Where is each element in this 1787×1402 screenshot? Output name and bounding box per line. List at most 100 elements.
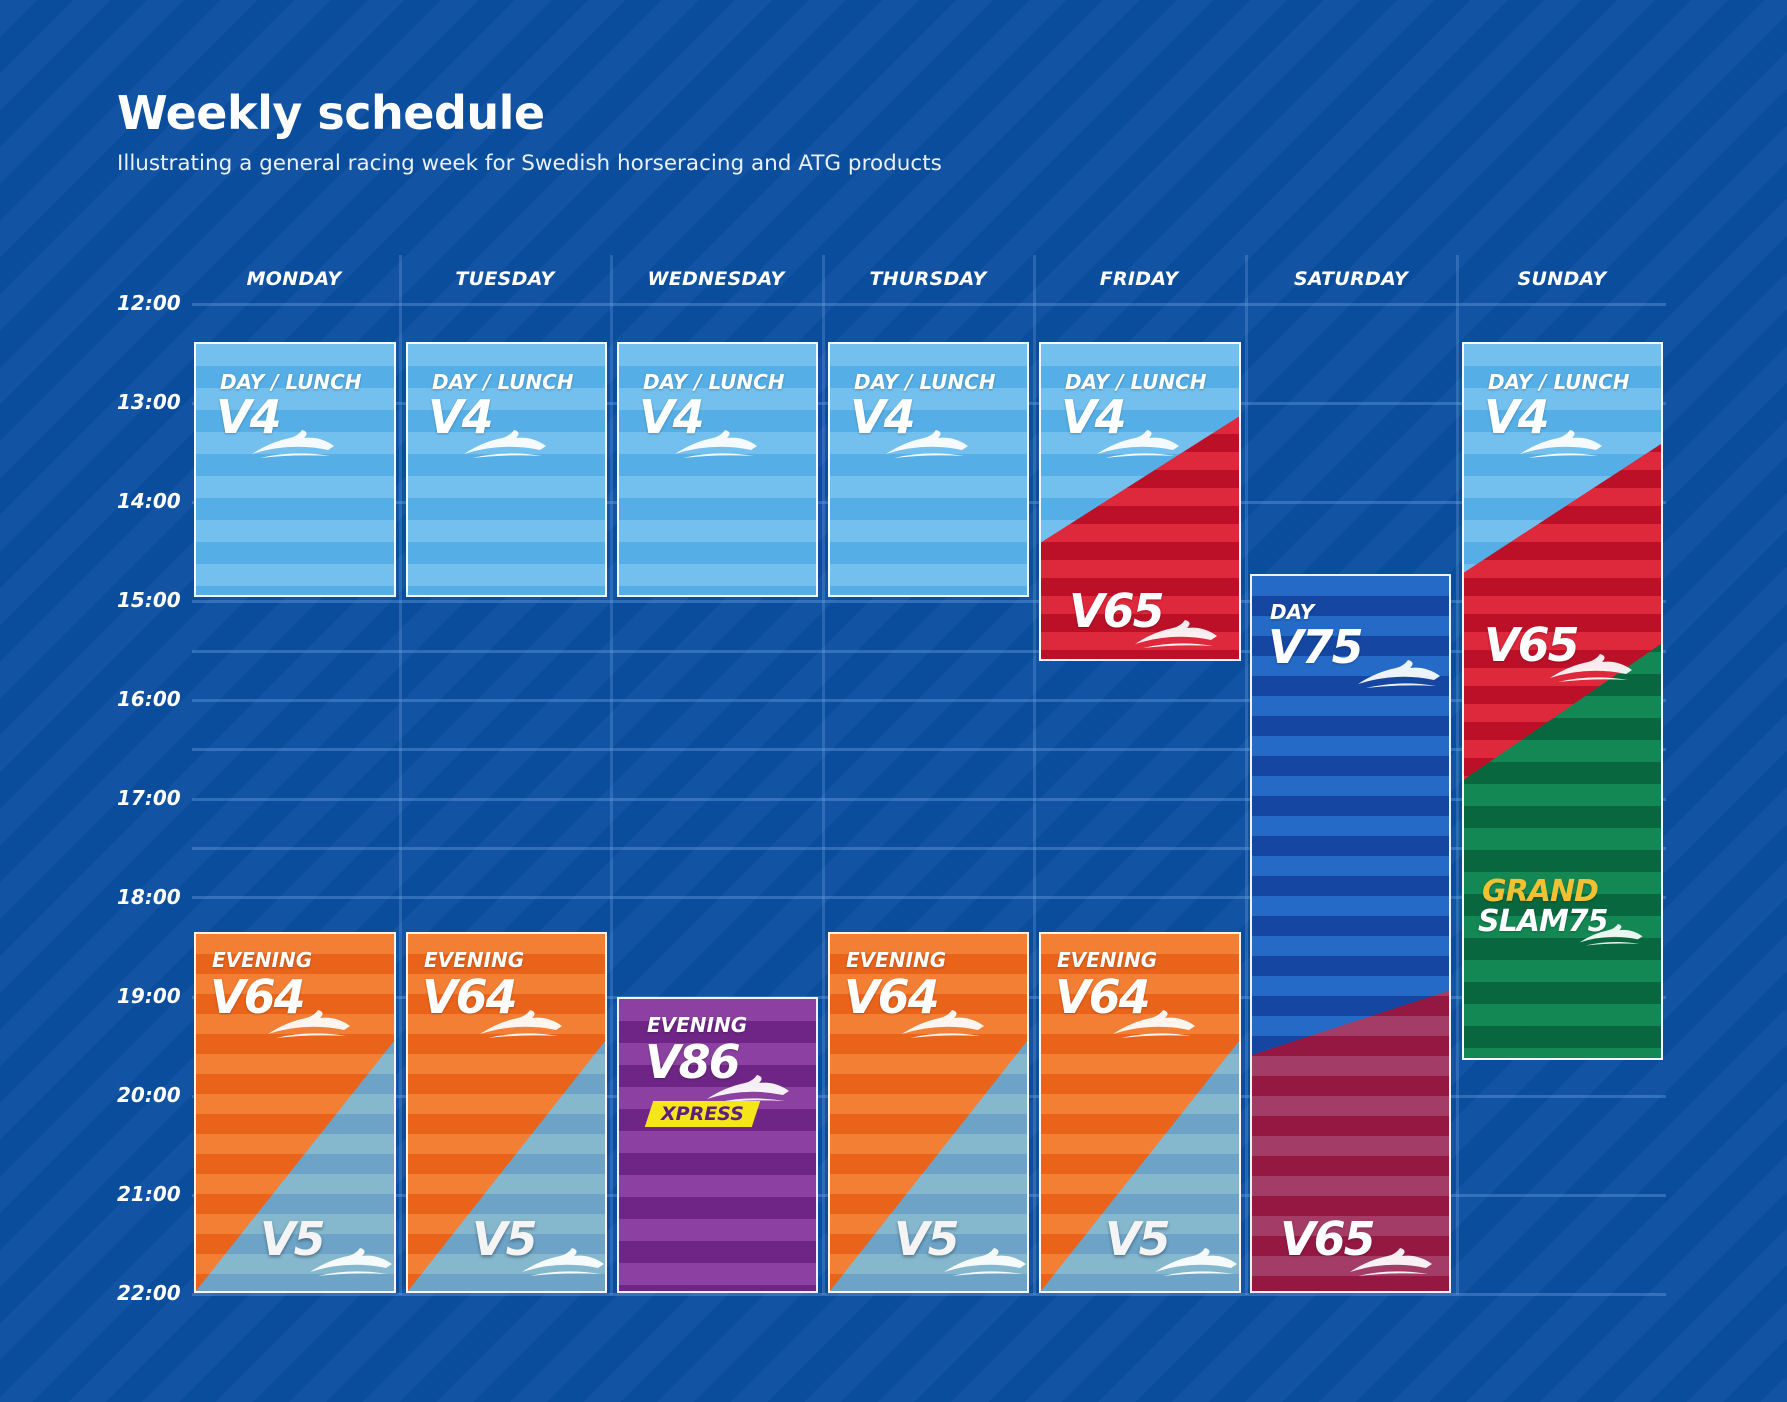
horse-head-icon [310, 1248, 392, 1276]
v64-v5-block-monday[interactable]: EVENING V64 V5 [194, 932, 396, 1293]
day-separator [1033, 255, 1036, 1295]
horse-head-icon [1579, 924, 1643, 946]
block-pattern [830, 344, 1027, 595]
grid-line [192, 1293, 1666, 1296]
v4-block-thursday[interactable]: DAY / LUNCH V4 [828, 342, 1029, 597]
time-label: 13:00 [117, 390, 181, 414]
horse-head-icon [1350, 1248, 1432, 1276]
grid-line [192, 847, 1666, 850]
grand-slam-section [1464, 643, 1661, 1058]
time-label: 15:00 [117, 588, 181, 612]
horse-head-icon [268, 1010, 350, 1038]
block-category: DAY / LUNCH [1065, 370, 1207, 394]
v4-block-tuesday[interactable]: DAY / LUNCH V4 [406, 342, 607, 597]
block-category: DAY / LUNCH [1488, 370, 1630, 394]
block-category: DAY / LUNCH [220, 370, 362, 394]
block-product: V65 [1069, 584, 1165, 638]
horse-head-icon [944, 1248, 1026, 1276]
page-subtitle: Illustrating a general racing week for S… [117, 151, 942, 176]
time-label: 19:00 [117, 984, 181, 1008]
day-header-tuesday: TUESDAY [455, 268, 555, 290]
block-product: V65 [1484, 618, 1580, 672]
grid-line [192, 798, 1666, 801]
horse-head-icon [1097, 430, 1179, 458]
horse-head-icon [675, 430, 757, 458]
v4-block-wednesday[interactable]: DAY / LUNCH V4 [617, 342, 818, 597]
block-category: EVENING [424, 948, 525, 972]
block-product: V64 [1055, 970, 1151, 1024]
horse-head-icon [1113, 1010, 1195, 1038]
time-label: 12:00 [117, 291, 181, 315]
horse-head-icon [252, 430, 334, 458]
time-label: 14:00 [117, 489, 181, 513]
day-header-saturday: SATURDAY [1293, 268, 1409, 290]
grid-line [192, 699, 1666, 702]
block-pattern [408, 344, 605, 595]
block-category: DAY / LUNCH [854, 370, 996, 394]
block-product: V64 [210, 970, 306, 1024]
grid-line [192, 896, 1666, 899]
block-category: EVENING [647, 1013, 748, 1037]
block-product: V5 [472, 1212, 538, 1266]
horse-head-icon [886, 430, 968, 458]
block-pattern [196, 344, 394, 595]
block-product: V4 [216, 390, 282, 444]
block-product: V4 [850, 390, 916, 444]
block-product: V4 [1061, 390, 1127, 444]
block-product: V4 [639, 390, 705, 444]
time-label: 16:00 [117, 687, 181, 711]
v4-block-monday[interactable]: DAY / LUNCH V4 [194, 342, 396, 597]
grid-line [192, 748, 1666, 751]
block-category: EVENING [846, 948, 947, 972]
block-category: DAY / LUNCH [643, 370, 785, 394]
horse-head-icon [464, 430, 546, 458]
v64-v5-block-thursday[interactable]: EVENING V64 V5 [828, 932, 1029, 1293]
time-label: 21:00 [117, 1182, 181, 1206]
day-separator [1456, 255, 1459, 1295]
day-separator [1245, 255, 1248, 1295]
v4-v65-block-friday[interactable]: DAY / LUNCH V4 V65 [1039, 342, 1241, 661]
block-category: DAY [1270, 600, 1315, 624]
xpress-badge: XPRESS [644, 1101, 761, 1127]
horse-head-icon [707, 1075, 789, 1103]
grid-line [192, 600, 1666, 603]
v4-v65-grandslam-block-sunday[interactable]: DAY / LUNCH V4 V65 GRAND SLAM75 [1462, 342, 1663, 1060]
grid-line [192, 650, 1666, 653]
block-category: EVENING [1057, 948, 1158, 972]
v75-v65-block-saturday[interactable]: DAY V75 V65 [1250, 574, 1451, 1293]
horse-head-icon [522, 1248, 604, 1276]
v86-block-wednesday[interactable]: EVENING V86 XPRESS [617, 997, 818, 1293]
block-product: V86 [645, 1035, 741, 1089]
horse-head-icon [480, 1010, 562, 1038]
block-pattern [619, 344, 816, 595]
v65-section [1041, 416, 1239, 659]
v64-v5-block-friday[interactable]: EVENING V64 V5 [1039, 932, 1241, 1293]
horse-head-icon [902, 1010, 984, 1038]
grand-slam-logo-top: GRAND [1482, 874, 1599, 909]
v64-v5-block-tuesday[interactable]: EVENING V64 V5 [406, 932, 607, 1293]
horse-head-icon [1550, 654, 1632, 682]
time-label: 18:00 [117, 885, 181, 909]
horse-head-icon [1520, 430, 1602, 458]
block-product: V64 [844, 970, 940, 1024]
block-product: V4 [428, 390, 494, 444]
time-label: 20:00 [117, 1083, 181, 1107]
block-product: V64 [422, 970, 518, 1024]
block-product: V5 [894, 1212, 960, 1266]
block-pattern [619, 999, 816, 1291]
day-header-sunday: SUNDAY [1517, 268, 1607, 290]
block-product: V75 [1268, 620, 1364, 674]
horse-head-icon [1155, 1248, 1237, 1276]
block-category: EVENING [212, 948, 313, 972]
day-separator [610, 255, 613, 1295]
day-header-wednesday: WEDNESDAY [647, 268, 785, 290]
block-product: V65 [1280, 1212, 1376, 1266]
time-label: 22:00 [117, 1281, 181, 1305]
block-product: V5 [1105, 1212, 1171, 1266]
grid-line [192, 303, 1666, 306]
day-header-monday: MONDAY [246, 268, 342, 290]
block-product: V5 [260, 1212, 326, 1266]
block-product: V4 [1484, 390, 1550, 444]
day-header-friday: FRIDAY [1099, 268, 1179, 290]
time-label: 17:00 [117, 786, 181, 810]
